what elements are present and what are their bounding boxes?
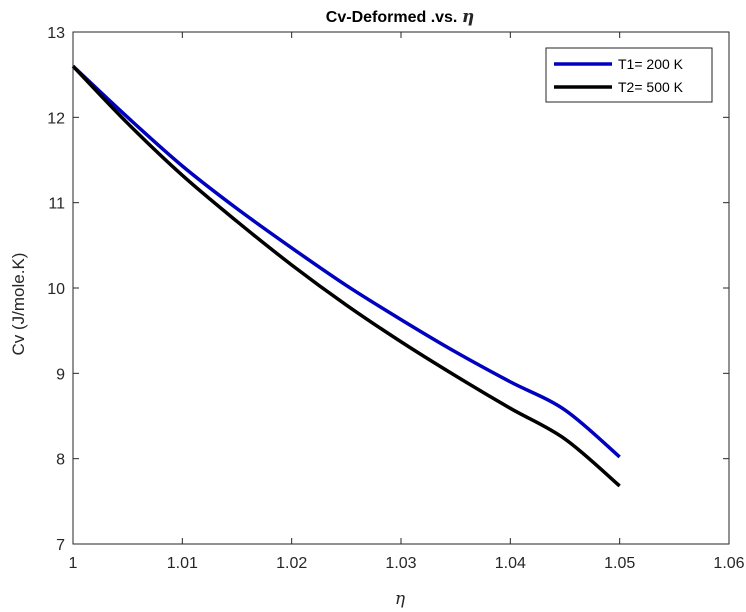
legend: T1= 200 K T2= 500 K	[545, 47, 713, 103]
y-tick-label: 8	[56, 452, 65, 469]
ticks-layer: 1 1.01 1.02 1.03 1.04 1.05 1.06 7 8 9 10 11 12 13	[47, 25, 744, 572]
x-tick-label: 1.04	[495, 555, 526, 572]
title-eta-symbol: η	[462, 7, 474, 27]
y-tick-label: 11	[48, 196, 65, 213]
y-tick-label: 13	[47, 25, 65, 42]
chart-title: Cv-Deformed .vs. η	[326, 7, 474, 27]
y-tick-label: 9	[56, 366, 65, 383]
series-line-t1	[71, 64, 621, 459]
legend-entry-t2: T2= 500 K	[618, 79, 684, 95]
series-line-t2	[71, 64, 621, 488]
x-tick-label: 1	[69, 555, 78, 572]
x-tick-label: 1.02	[276, 555, 307, 572]
y-tick-label: 10	[47, 281, 65, 298]
legend-entry-t1: T1= 200 K	[618, 56, 684, 72]
y-tick-label: 7	[56, 537, 65, 554]
x-tick-label: 1.06	[713, 555, 744, 572]
x-axis-label: η	[395, 589, 406, 609]
series-layer	[71, 64, 621, 488]
plot-area	[73, 32, 729, 544]
x-tick-label: 1.01	[167, 555, 198, 572]
plot-background	[73, 32, 729, 544]
y-axis-label: Cv (J/mole.K)	[9, 253, 28, 356]
y-tick-label: 12	[47, 110, 65, 127]
x-tick-label: 1.05	[604, 555, 635, 572]
x-tick-label: 1.03	[385, 555, 416, 572]
legend-box	[545, 47, 713, 103]
